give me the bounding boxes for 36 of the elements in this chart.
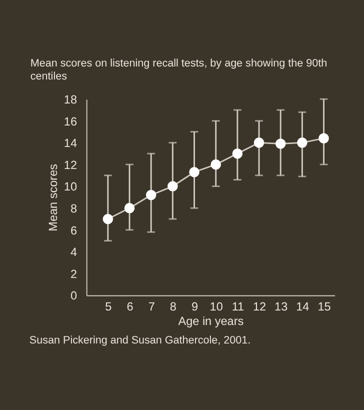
point [189,166,200,178]
point [275,138,286,149]
x-axis-title: Age in years [178,315,244,328]
y-tick-label: 18 [64,93,78,106]
x-tick-label: 5 [105,300,112,314]
point [102,214,114,224]
y-tick-label: 14 [64,137,78,150]
x-tick-label: 11 [232,300,244,314]
y-axis-title: Mean scores [47,164,60,232]
x-tick-label: 9 [191,300,198,314]
x-tick-label: 6 [126,300,134,314]
x-tick-label: 8 [170,300,177,314]
point [318,133,329,144]
point [168,181,178,192]
y-tick-label: 8 [70,202,78,216]
x-tick-label: 14 [296,300,310,314]
point [297,138,308,148]
text: Susan Pickering and Susan Gathercole, 2001. [29,334,251,346]
x-tick-label: 7 [148,300,155,314]
y-tick-label: 16 [64,115,78,128]
y-tick-label: 10 [64,180,78,194]
point [124,202,135,214]
y-tick-label: 0 [70,290,78,303]
point [254,138,264,148]
x-tick-label: 12 [252,300,266,314]
x-tick-label: 10 [210,300,224,314]
x-tick-label: 13 [274,300,288,314]
x-tick-label: 15 [318,300,332,314]
y-tick-label: 12 [64,158,78,172]
point [146,190,156,200]
chart-title: Mean scores on listening recall tests, by age showing the 90th centiles [30,58,328,82]
y-tick-label: 4 [70,246,78,260]
y-tick-label: 6 [70,224,78,238]
point [210,159,221,170]
point [232,148,243,159]
y-tick-label: 2 [70,268,78,281]
